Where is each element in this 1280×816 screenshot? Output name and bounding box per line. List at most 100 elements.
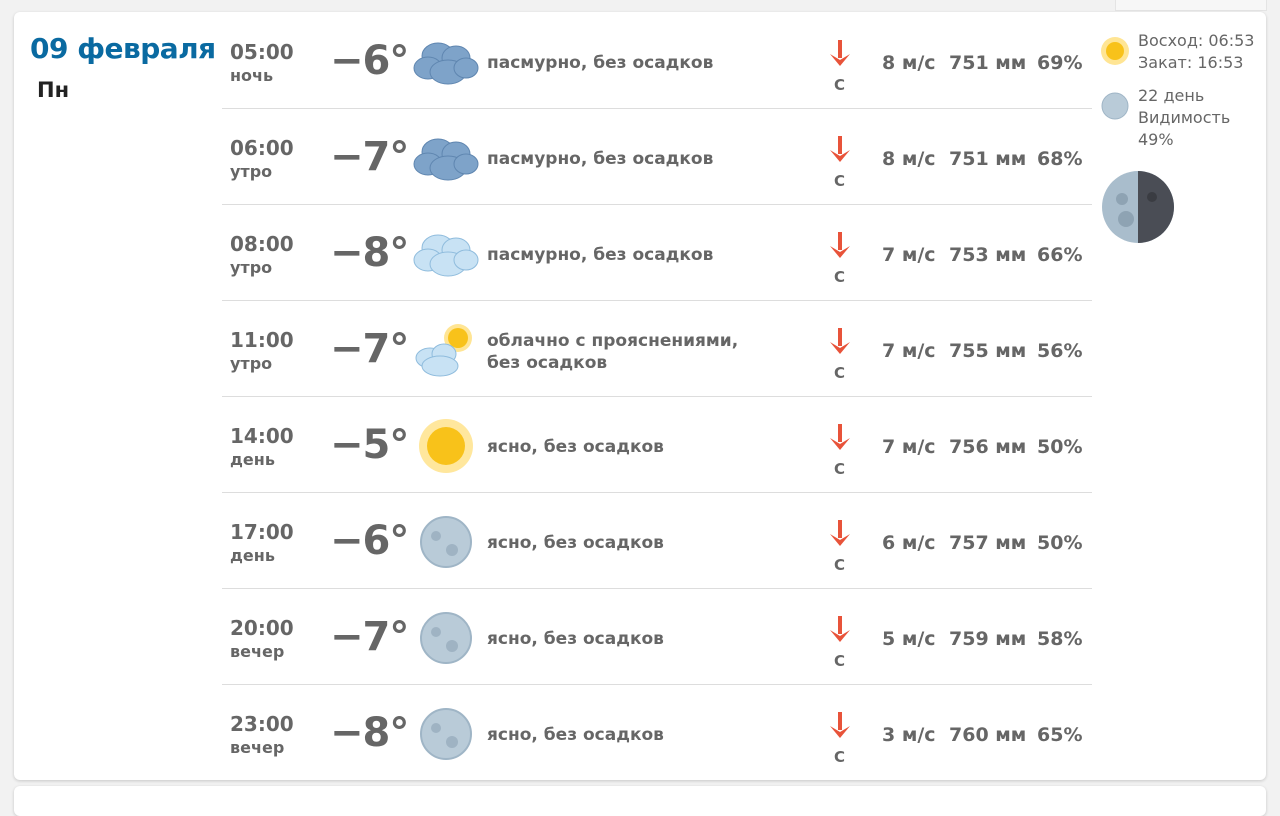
sunset-text: Закат: 16:53 [1138, 53, 1244, 72]
wind-direction: С [834, 364, 846, 382]
wind-direction-arrow-icon [830, 328, 850, 354]
day-part: вечер [230, 642, 285, 661]
humidity: 66% [1037, 244, 1083, 266]
next-day-card [14, 786, 1266, 816]
humidity: 68% [1037, 148, 1083, 170]
overcast-icon [413, 138, 479, 181]
visibility-label: Видимость [1138, 108, 1231, 127]
time: 14:00 [230, 424, 294, 448]
wind-speed: 7 м/с [882, 436, 936, 458]
time: 05:00 [230, 40, 294, 64]
condition: ясно, без осадков [487, 437, 664, 457]
day-part: утро [230, 162, 273, 181]
forecast-row: 11:00 утро −7° облачно с прояснениями, б… [222, 300, 1092, 397]
pressure: 757 мм [949, 532, 1027, 554]
temperature: −8° [330, 230, 409, 276]
partly-cloudy-icon [415, 324, 472, 377]
pressure: 756 мм [949, 436, 1027, 458]
sun-icon [419, 419, 473, 473]
pressure: 759 мм [949, 628, 1027, 650]
temperature: −6° [330, 518, 409, 564]
moon-phase-icon [1102, 171, 1174, 243]
visibility-value: 49% [1138, 130, 1174, 149]
wind-speed: 7 м/с [882, 244, 936, 266]
wind-direction-arrow-icon [830, 712, 850, 738]
forecast-row: 08:00 утро −8° пасмурно, без осадков С 7… [222, 204, 1092, 301]
wind-direction: С [834, 460, 846, 478]
wind-speed: 5 м/с [882, 628, 936, 650]
forecast-row: 06:00 утро −7° пасмурно, без осадков С 8… [222, 108, 1092, 205]
temperature: −7° [330, 326, 409, 372]
day-part: ночь [230, 66, 274, 85]
wind-direction-arrow-icon [830, 136, 850, 162]
top-tab-stub [1115, 0, 1267, 11]
pressure: 751 мм [949, 52, 1027, 74]
temperature: −6° [330, 38, 409, 84]
sunrise-text: Восход: 06:53 [1138, 31, 1255, 50]
wind-direction: С [834, 748, 846, 766]
wind-direction: С [834, 268, 846, 286]
forecast-row: 23:00 вечер −8° ясно, без осадков С 3 м/… [222, 684, 1092, 780]
forecast-row: 17:00 день −6° ясно, без осадков С 6 м/с… [222, 492, 1092, 589]
condition: пасмурно, без осадков [487, 53, 714, 73]
sun-icon [1101, 37, 1129, 65]
moon-icon [420, 708, 472, 760]
pressure: 755 мм [949, 340, 1027, 362]
humidity: 56% [1037, 340, 1083, 362]
wind-speed: 8 м/с [882, 52, 936, 74]
time: 17:00 [230, 520, 294, 544]
date-heading: 09 февраля [30, 32, 216, 65]
time: 20:00 [230, 616, 294, 640]
temperature: −8° [330, 710, 409, 756]
sun-info: Восход: 06:53 Закат: 16:53 [1101, 30, 1255, 74]
temperature: −7° [330, 614, 409, 660]
condition: ясно, без осадков [487, 629, 664, 649]
forecast-row: 20:00 вечер −7° ясно, без осадков С 5 м/… [222, 588, 1092, 685]
temperature: −7° [330, 134, 409, 180]
forecast-row: 05:00 ночь −6° пасмурно, без осадков С 8… [222, 12, 1092, 109]
wind-direction-arrow-icon [830, 616, 850, 642]
wind-direction: С [834, 76, 846, 94]
wind-direction: С [834, 172, 846, 190]
humidity: 58% [1037, 628, 1083, 650]
wind-direction-arrow-icon [830, 520, 850, 546]
condition: облачно с прояснениями, без осадков [487, 331, 739, 373]
overcast-icon [413, 42, 479, 85]
condition: пасмурно, без осадков [487, 245, 714, 265]
moon-icon [420, 516, 472, 568]
humidity: 50% [1037, 532, 1083, 554]
wind-direction-arrow-icon [830, 424, 850, 450]
time: 23:00 [230, 712, 294, 736]
day-part: утро [230, 258, 273, 277]
humidity: 69% [1037, 52, 1083, 74]
condition: ясно, без осадков [487, 725, 664, 745]
temperature: −5° [330, 422, 409, 468]
wind-speed: 3 м/с [882, 724, 936, 746]
pressure: 753 мм [949, 244, 1027, 266]
day-forecast-card: 09 февраля Пн 05:00 ночь −6° пасмурно, б… [14, 12, 1266, 780]
wind-speed: 8 м/с [882, 148, 936, 170]
wind-direction: С [834, 652, 846, 670]
pressure: 751 мм [949, 148, 1027, 170]
wind-direction-arrow-icon [830, 40, 850, 66]
moon-day-text: 22 день [1138, 86, 1205, 105]
moon-small-icon [1101, 92, 1129, 120]
day-part: утро [230, 354, 273, 373]
moon-info: 22 день Видимость 49% [1101, 85, 1231, 151]
forecast-row: 14:00 день −5° ясно, без осадков С 7 м/с… [222, 396, 1092, 493]
condition: ясно, без осадков [487, 533, 664, 553]
weekday-label: Пн [37, 78, 70, 102]
cloudy-icon [413, 234, 479, 277]
time: 08:00 [230, 232, 294, 256]
day-part: день [230, 546, 275, 565]
wind-direction-arrow-icon [830, 232, 850, 258]
day-part: вечер [230, 738, 285, 757]
wind-speed: 7 м/с [882, 340, 936, 362]
wind-speed: 6 м/с [882, 532, 936, 554]
time: 11:00 [230, 328, 294, 352]
wind-direction: С [834, 556, 846, 574]
moon-icon [420, 612, 472, 664]
day-part: день [230, 450, 275, 469]
condition: пасмурно, без осадков [487, 149, 714, 169]
pressure: 760 мм [949, 724, 1027, 746]
